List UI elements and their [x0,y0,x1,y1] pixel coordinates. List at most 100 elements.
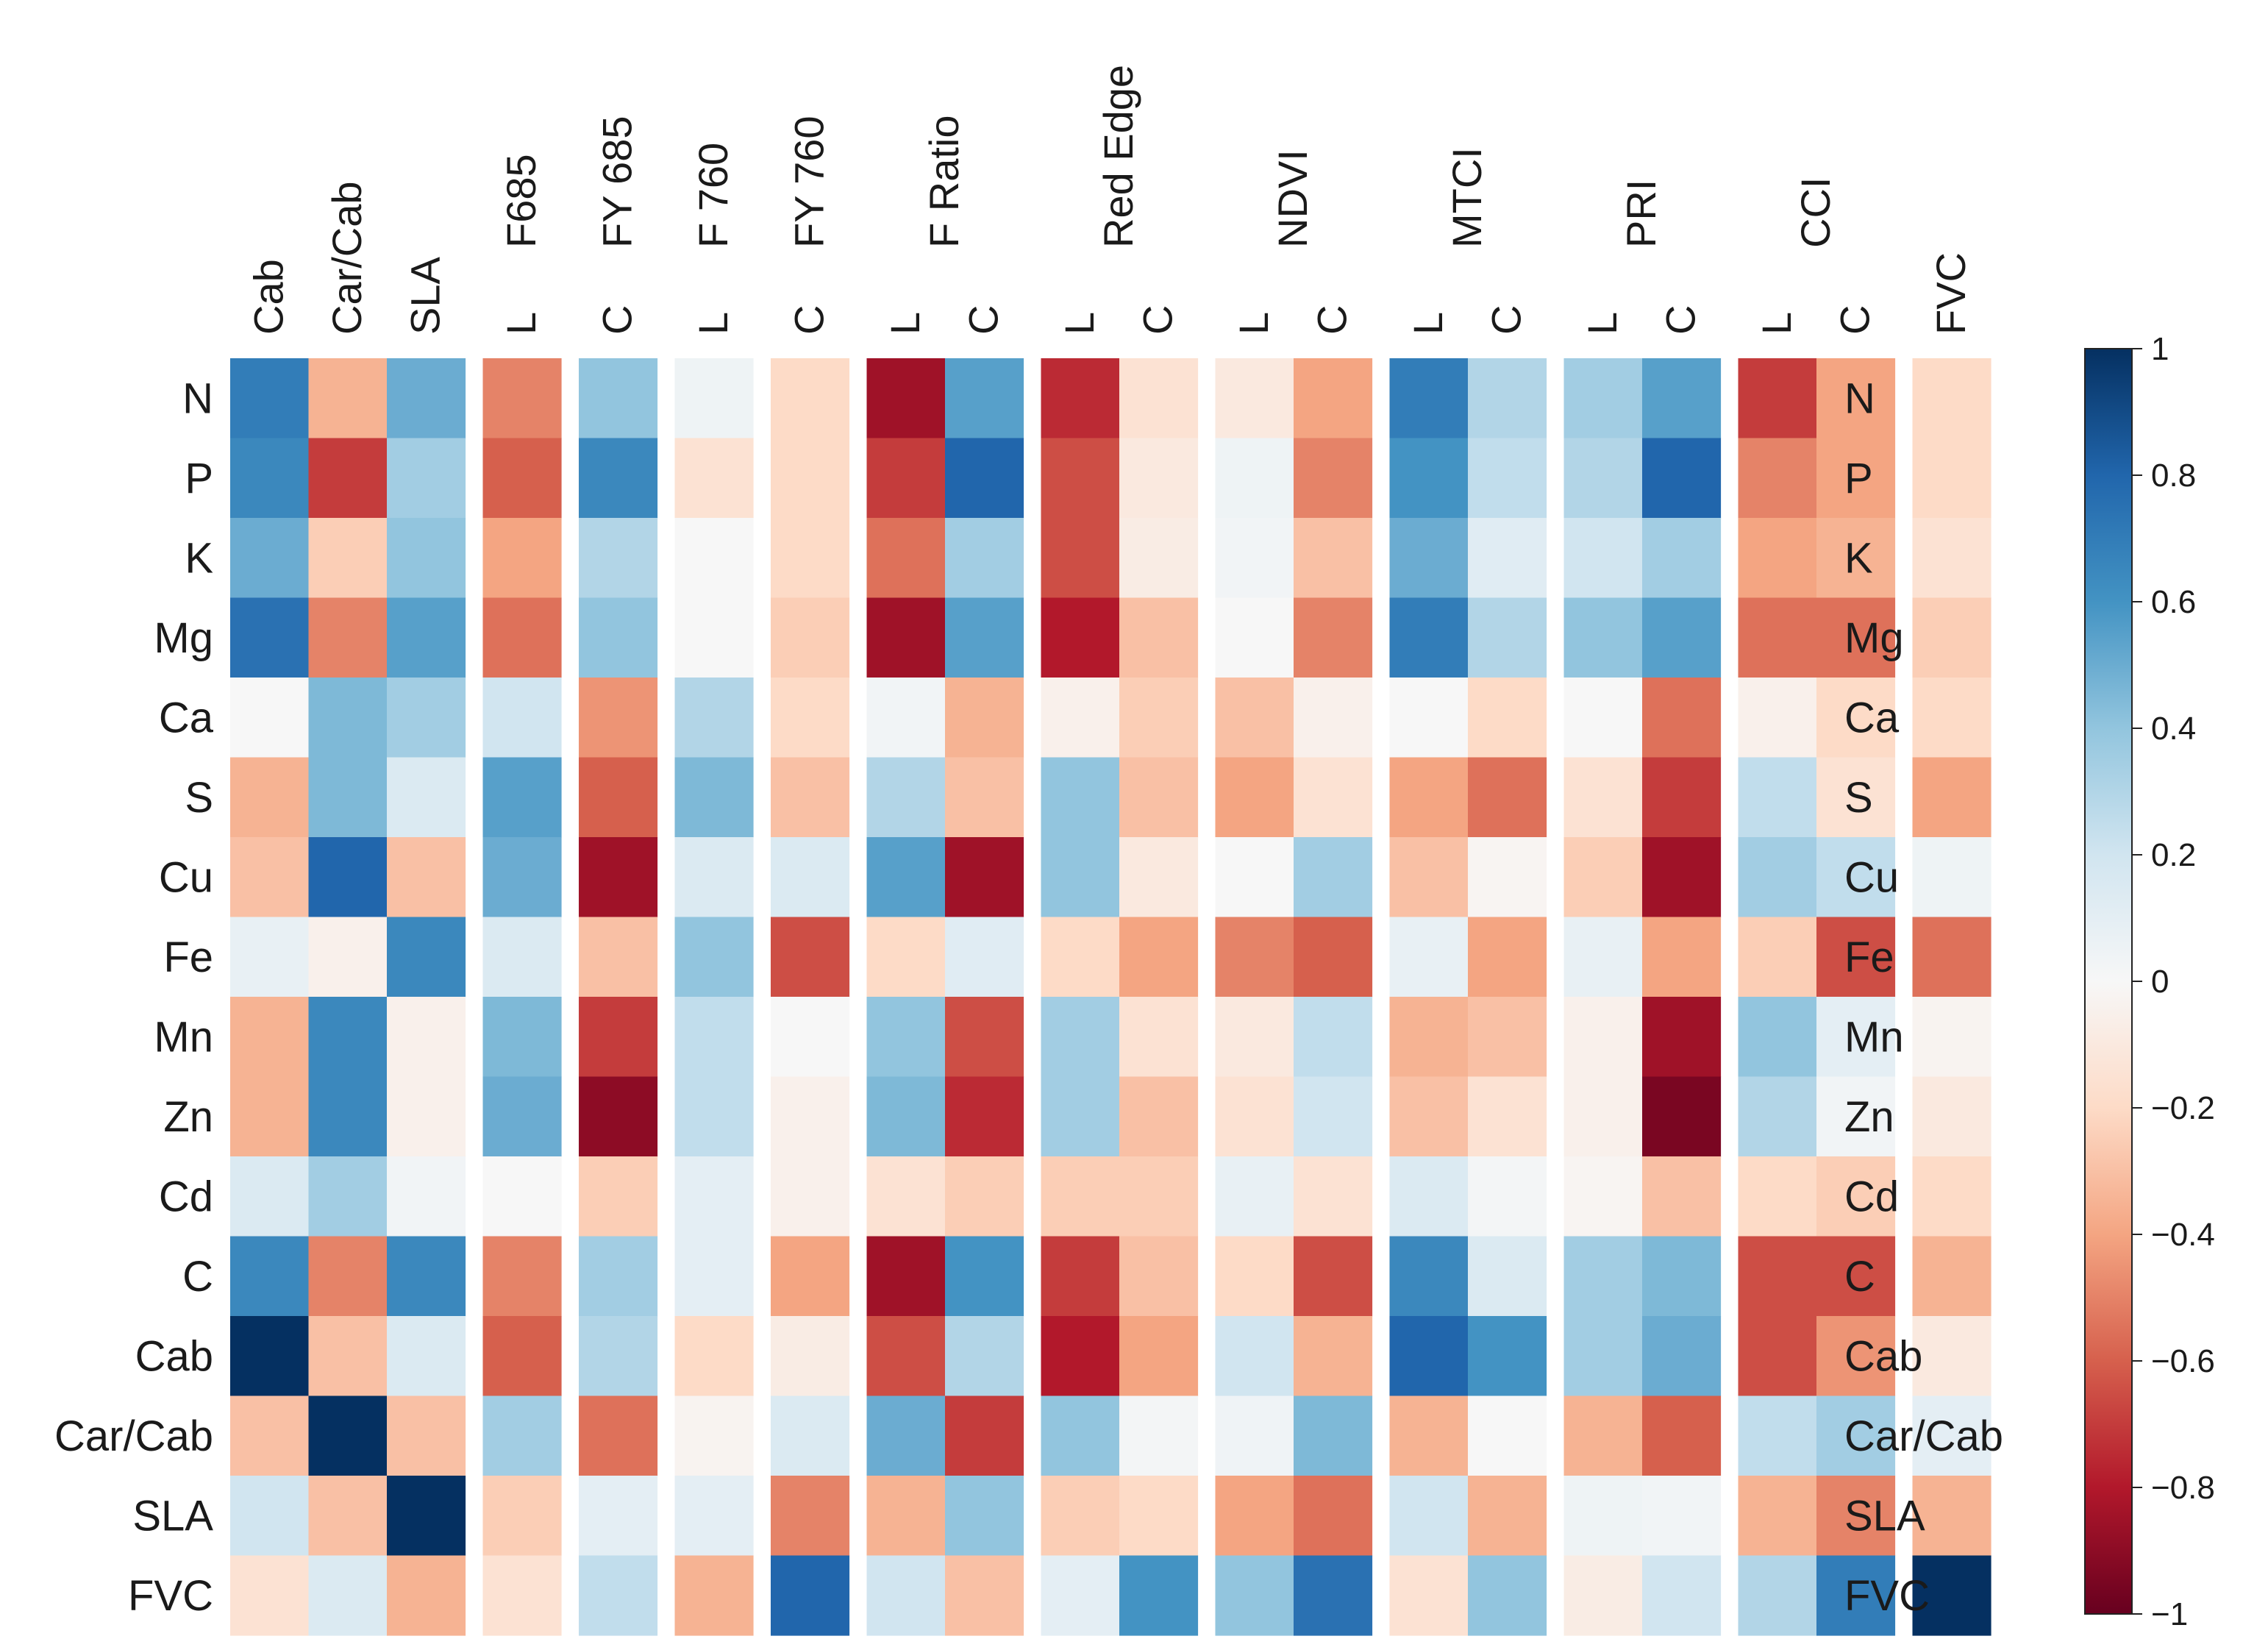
heatmap-cell-3-18 [1738,518,1817,599]
heatmap-cell-15-20 [1912,1476,1991,1557]
row-label-left: C [182,1253,213,1301]
heatmap-cell-4-11 [1119,597,1199,678]
heatmap-cell-16-4 [482,1555,562,1636]
heatmap-cell-3-3 [387,518,466,599]
heatmap-cell-13-8 [866,1316,946,1397]
heatmap-cell-6-10 [1041,757,1120,838]
heatmap-cell-6-4 [482,757,562,838]
heatmap-cell-13-13 [1294,1316,1373,1397]
heatmap-cell-3-12 [1215,518,1294,599]
heatmap-cell-7-14 [1389,837,1469,918]
heatmap-cell-14-2 [308,1395,388,1476]
heatmap-cell-8-20 [1912,917,1991,998]
heatmap-cell-7-12 [1215,837,1294,918]
heatmap-cell-15-18 [1738,1476,1817,1557]
heatmap-cell-14-10 [1041,1395,1120,1476]
heatmap-cell-16-6 [674,1555,754,1636]
column-group-label: F Ratio [921,115,967,249]
row-label-left: SLA [132,1492,213,1540]
row-label-left: N [182,374,213,422]
heatmap-cell-1-3 [387,358,466,439]
heatmap-cell-14-11 [1119,1395,1199,1476]
heatmap-cell-14-3 [387,1395,466,1476]
heatmap-cell-9-2 [308,997,388,1078]
heatmap-cell-4-15 [1468,597,1547,678]
column-label: C [1657,305,1703,335]
heatmap-cell-3-8 [866,518,946,599]
heatmap-cell-7-1 [230,837,310,918]
heatmap-cell-13-17 [1642,1316,1722,1397]
heatmap-cell-8-12 [1215,917,1294,998]
heatmap-cell-3-17 [1642,518,1722,599]
colorbar-gradient [2084,348,2133,1615]
heatmap-cell-2-18 [1738,438,1817,519]
heatmap-cell-8-13 [1294,917,1373,998]
heatmap-cell-13-4 [482,1316,562,1397]
heatmap-cell-16-15 [1468,1555,1547,1636]
column-label: L [1579,312,1625,335]
heatmap-cell-16-14 [1389,1555,1469,1636]
heatmap-cell-1-15 [1468,358,1547,439]
heatmap-cell-15-9 [945,1476,1024,1557]
column-group-label: F685 [498,154,544,248]
heatmap-cell-9-10 [1041,997,1120,1078]
heatmap-cell-15-12 [1215,1476,1294,1557]
row-label-left: Cab [135,1332,213,1380]
heatmap-cell-6-2 [308,757,388,838]
column-label: C [785,305,832,335]
heatmap-cell-13-2 [308,1316,388,1397]
heatmap-cell-5-9 [945,678,1024,758]
heatmap-cell-14-14 [1389,1395,1469,1476]
heatmap-cell-5-2 [308,678,388,758]
heatmap-cell-2-1 [230,438,310,519]
column-label: Car/Cab [324,181,370,335]
heatmap-cell-2-8 [866,438,946,519]
row-label-right: Cab [1844,1332,1922,1380]
heatmap-cell-11-14 [1389,1156,1469,1237]
column-label: L [690,312,736,335]
heatmap-cell-10-8 [866,1076,946,1157]
column-label: SLA [402,257,448,335]
row-label-right: N [1844,374,1875,422]
heatmap-cell-1-1 [230,358,310,439]
heatmap-cell-12-16 [1563,1236,1643,1317]
heatmap-cell-3-14 [1389,518,1469,599]
heatmap-cell-13-5 [579,1316,658,1397]
heatmap-cell-10-20 [1912,1076,1991,1157]
heatmap-cell-16-17 [1642,1555,1722,1636]
heatmap-cell-6-20 [1912,757,1991,838]
heatmap-cell-10-1 [230,1076,310,1157]
heatmap-cell-12-1 [230,1236,310,1317]
heatmap-cell-1-17 [1642,358,1722,439]
heatmap-cell-10-19 [1816,1076,1896,1157]
heatmap-cell-10-17 [1642,1076,1722,1157]
heatmap-cell-7-3 [387,837,466,918]
heatmap-cell-16-19 [1816,1555,1896,1636]
heatmap-cell-15-16 [1563,1476,1643,1557]
heatmap-cell-3-6 [674,518,754,599]
heatmap-cell-10-9 [945,1076,1024,1157]
heatmap-cell-4-17 [1642,597,1722,678]
heatmap-cell-1-5 [579,358,658,439]
heatmap-cell-4-14 [1389,597,1469,678]
heatmap-cell-4-9 [945,597,1024,678]
heatmap-cell-13-15 [1468,1316,1547,1397]
heatmap-cell-11-6 [674,1156,754,1237]
column-label: C [960,305,1006,335]
heatmap-cell-15-15 [1468,1476,1547,1557]
heatmap-cell-2-7 [771,438,850,519]
heatmap-cell-10-14 [1389,1076,1469,1157]
heatmap-cell-14-18 [1738,1395,1817,1476]
heatmap-cell-11-8 [866,1156,946,1237]
heatmap-cell-16-13 [1294,1555,1373,1636]
heatmap-cell-12-18 [1738,1236,1817,1317]
heatmap-cell-9-17 [1642,997,1722,1078]
heatmap-cell-6-9 [945,757,1024,838]
row-label-left: Cd [159,1173,213,1220]
row-label-right: SLA [1844,1492,1925,1540]
heatmap-cell-1-6 [674,358,754,439]
heatmap-cell-15-5 [579,1476,658,1557]
column-label: Cab [245,259,291,335]
heatmap-cell-4-12 [1215,597,1294,678]
heatmap-cell-10-10 [1041,1076,1120,1157]
